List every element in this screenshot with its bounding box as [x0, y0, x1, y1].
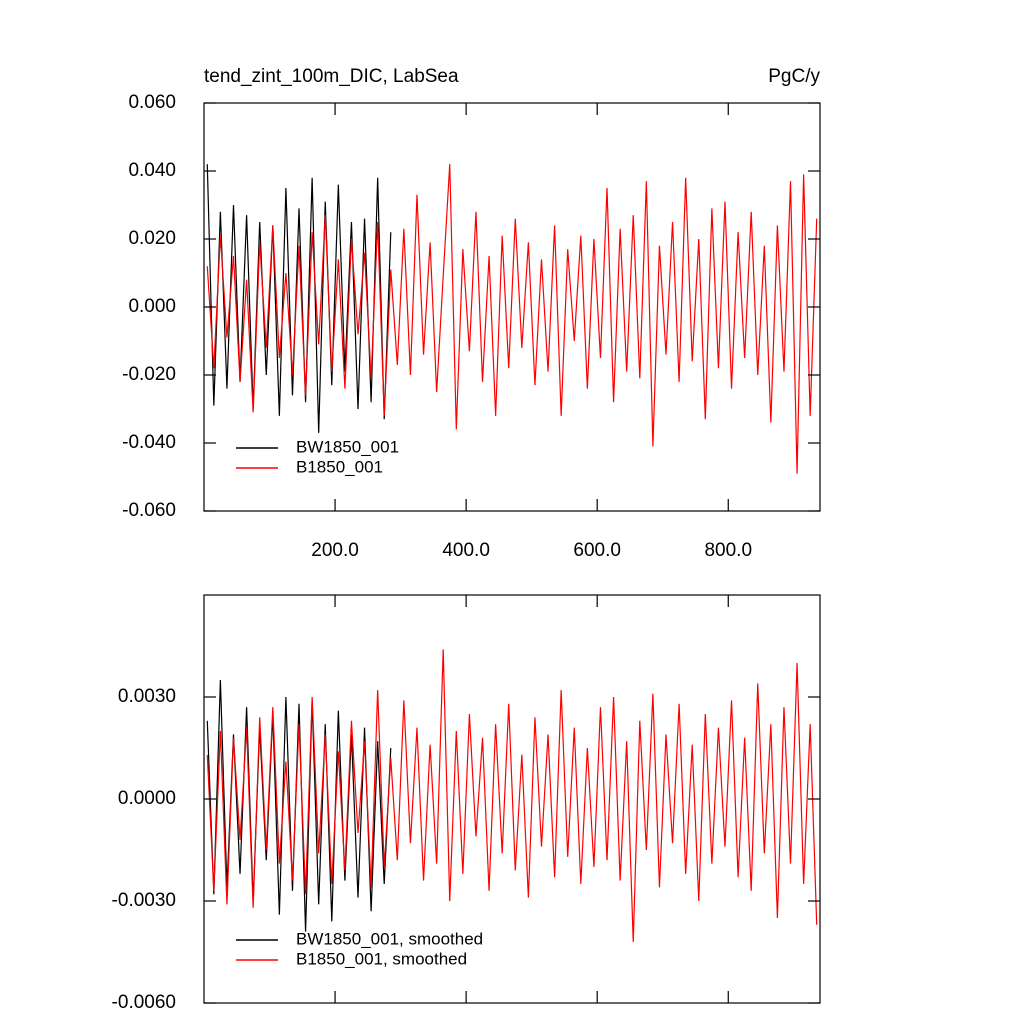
y-tick-label: 0.000	[128, 296, 176, 317]
y-tick-label: -0.020	[122, 364, 176, 385]
y-tick-label: 0.040	[128, 160, 176, 181]
series-line	[206, 164, 392, 433]
legend-label: BW1850_001	[296, 437, 399, 456]
legend-label: B1850_001, smoothed	[296, 949, 467, 968]
series-line	[206, 679, 392, 932]
units-label: PgC/y	[768, 66, 820, 87]
y-tick-label: 0.0030	[118, 686, 176, 707]
legend-label: BW1850_001, smoothed	[296, 929, 483, 948]
series-line	[206, 649, 818, 942]
legend-label: B1850_001	[296, 457, 383, 476]
y-tick-label: 0.0000	[118, 788, 176, 809]
y-tick-label: 0.020	[128, 228, 176, 249]
x-tick-label: 600.0	[573, 540, 621, 561]
chart-title: tend_zint_100m_DIC, LabSea	[204, 66, 459, 87]
y-tick-label: 0.060	[128, 92, 176, 113]
y-tick-label: -0.0030	[112, 890, 176, 911]
x-tick-label: 200.0	[311, 540, 359, 561]
x-tick-label: 400.0	[442, 540, 490, 561]
series-line	[206, 164, 818, 474]
y-tick-label: -0.040	[122, 432, 176, 453]
x-tick-label: 800.0	[704, 540, 752, 561]
y-tick-label: -0.0060	[112, 992, 176, 1013]
y-tick-label: -0.060	[122, 500, 176, 521]
